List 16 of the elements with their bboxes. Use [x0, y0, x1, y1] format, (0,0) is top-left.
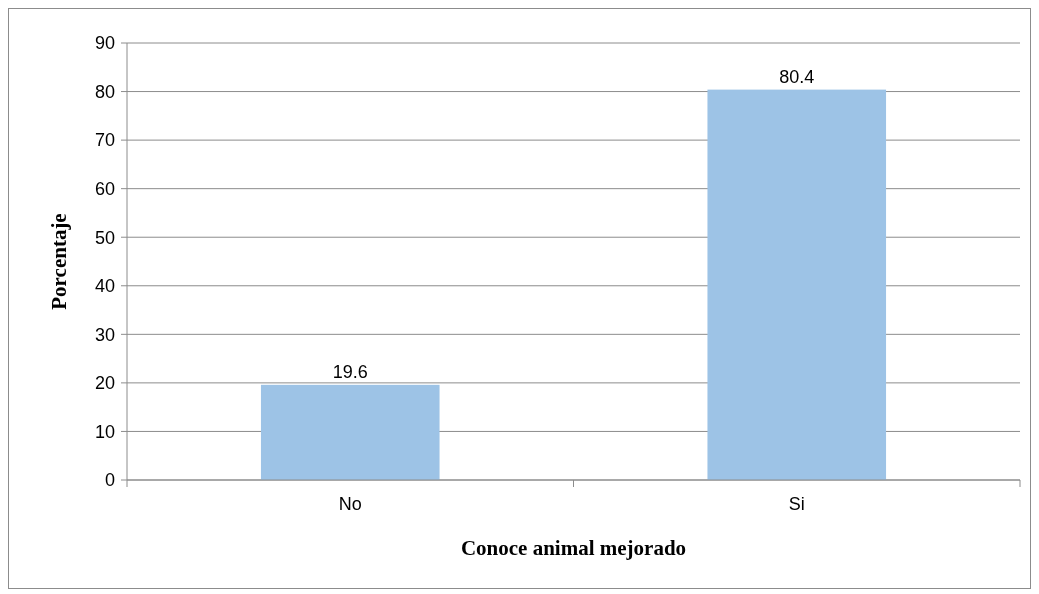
- y-tick-label: 20: [94, 373, 115, 394]
- y-tick-label: 90: [94, 33, 115, 54]
- y-tick-label: 70: [94, 130, 115, 151]
- y-axis-title: Porcentaje: [47, 213, 71, 310]
- y-tick-label: 80: [94, 81, 115, 102]
- data-label: 80.4: [779, 66, 815, 87]
- x-tick-label: No: [338, 494, 362, 514]
- y-tick-label: 40: [94, 276, 115, 297]
- x-axis-title: Conoce animal mejorado: [460, 536, 687, 560]
- x-tick-label: Si: [788, 494, 805, 514]
- y-tick-label: 50: [94, 227, 115, 248]
- y-tick-label: 10: [94, 421, 115, 442]
- y-tick-label: 0: [104, 470, 115, 491]
- data-label: 19.6: [332, 361, 368, 382]
- y-tick-label: 30: [94, 324, 115, 345]
- y-tick-label: 60: [94, 178, 115, 199]
